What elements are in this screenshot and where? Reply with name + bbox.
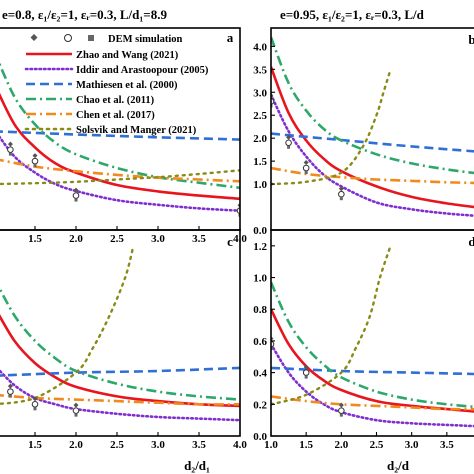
panel-a: 1.5 2.0 2.5 3.0 3.5 4.0ae=0.8, ε₁/ε₂=1, εᵣ=0.… <box>0 7 247 245</box>
series-a-1 <box>0 92 240 201</box>
legend-dem-markers <box>30 34 94 42</box>
y-tick-label: 1.0 <box>253 179 267 191</box>
dem-point <box>302 160 310 175</box>
y-tick-label: 1.2 <box>253 241 267 253</box>
dem-point <box>31 153 39 168</box>
axes-frame-b <box>270 27 474 231</box>
series-b-2 <box>271 93 474 217</box>
x-tick-label: 3.5 <box>192 233 206 245</box>
y-tick-label: 2.0 <box>253 133 267 145</box>
series-b-4 <box>271 36 474 175</box>
y-tick-label: 0.0 <box>253 225 267 237</box>
x-tick-label: 3.5 <box>440 439 454 451</box>
series-d-5 <box>271 395 474 411</box>
panel-label-d: d <box>468 234 474 249</box>
series-c-4 <box>0 286 240 401</box>
legend-label: Chao et al. (2011) <box>76 95 155 106</box>
series-d-4 <box>271 281 474 409</box>
legend-entry: Mathiesen et al. (2000) <box>26 80 178 91</box>
legend-label: Zhao and Wang (2021) <box>76 50 179 61</box>
x-tick-label: 2.5 <box>110 233 124 245</box>
y-tick-label: 0.8 <box>253 304 267 316</box>
x-axis-label-d: d₂/d <box>387 458 410 473</box>
legend-entry: Chao et al. (2011) <box>26 95 155 106</box>
x-tick-label: 3.5 <box>192 439 206 451</box>
panel-d: 1.0 1.5 2.0 2.5 3.0 3.5 0.0 0.2 0.4 0.6 0.8 1.0 1.2 d… <box>253 229 474 473</box>
panel-c: 1.5 2.0 2.5 3.0 3.5 4.0 c d₂/d₁ <box>0 229 247 473</box>
series-c-1 <box>0 314 240 408</box>
panel-label-c: c <box>227 234 233 249</box>
x-tick-label: 1.5 <box>299 439 313 451</box>
y-tick-label: 2.5 <box>253 110 267 122</box>
x-axis-label-c: d₂/d₁ <box>184 458 210 473</box>
dem-point <box>72 187 80 202</box>
dem-point <box>338 402 345 417</box>
legend-label: Mathiesen et al. (2000) <box>76 80 178 91</box>
legend-dem-label: DEM simulation <box>108 34 183 45</box>
y-tick-label: 0.4 <box>253 368 267 380</box>
x-tick-label: 4.0 <box>233 439 247 451</box>
legend-entry: Solsvik and Manger (2021) <box>24 125 197 136</box>
y-tick-label: 0.6 <box>253 336 267 348</box>
dem-point <box>302 364 310 379</box>
y-tick-label: 3.5 <box>253 64 267 76</box>
x-tick-label: 1.0 <box>264 439 278 451</box>
dem-point <box>7 383 14 398</box>
x-tick-label: 2.5 <box>370 439 384 451</box>
series-a-3 <box>0 130 240 141</box>
dem-point <box>31 396 39 411</box>
dem-point <box>285 134 292 149</box>
panel-title-a: e=0.8, ε₁/ε₂=1, εᵣ=0.3, L/d₁=8.9 <box>2 7 167 22</box>
plot-area-b <box>271 36 474 217</box>
y-tick-label: 0.0 <box>253 431 267 443</box>
x-tick-label: 2.5 <box>110 439 124 451</box>
legend-label: Solsvik and Manger (2021) <box>76 125 197 136</box>
series-d-6 <box>271 244 392 406</box>
legend-entry: Chen et al. (2017) <box>26 110 155 121</box>
y-tick-label: 4.0 <box>253 41 267 53</box>
dem-point <box>72 402 80 417</box>
x-tick-label: 3.0 <box>151 233 165 245</box>
series-c-3 <box>0 366 240 377</box>
plot-area-d <box>271 244 474 428</box>
x-tick-label: 1.5 <box>28 233 42 245</box>
panel-label-a: a <box>227 30 234 45</box>
dem-point <box>7 141 14 156</box>
x-tick-label: 1.5 <box>28 439 42 451</box>
series-d-2 <box>271 342 474 428</box>
panel-b: 0.0 1.0 1.5 2.0 2.5 3.0 3.5 4.0 b e=0.95, ε₁/ε₂=1… <box>253 7 474 237</box>
legend: DEM simulation Zhao and Wang (2021) Iddir … <box>24 34 209 136</box>
panel-title-b: e=0.95, ε₁/ε₂=1, εᵣ=0.3, L/d <box>280 7 425 22</box>
y-tick-label: 3.0 <box>253 87 267 99</box>
series-b-1 <box>271 66 474 209</box>
legend-label: Chen et al. (2017) <box>76 110 155 121</box>
series-d-1 <box>271 308 474 413</box>
x-tick-label: 2.0 <box>334 439 348 451</box>
series-a-6 <box>0 169 240 186</box>
dem-point <box>338 186 345 201</box>
panel-label-b: b <box>468 32 474 47</box>
legend-entry: Iddir and Arastoopour (2005) <box>24 65 209 76</box>
y-tick-label: 0.2 <box>253 399 267 411</box>
plot-area-c <box>0 244 240 422</box>
x-tick-label: 2.0 <box>69 439 83 451</box>
series-b-6 <box>271 68 392 186</box>
series-b-3 <box>271 132 474 153</box>
y-tick-label: 1.5 <box>253 156 267 168</box>
legend-entry: Zhao and Wang (2021) <box>26 50 179 61</box>
y-tick-label: 1.0 <box>253 273 267 285</box>
series-d-3 <box>271 366 474 376</box>
series-a-4 <box>0 61 240 190</box>
series-b-5 <box>271 166 474 185</box>
x-tick-label: 2.0 <box>69 233 83 245</box>
x-tick-label: 3.0 <box>151 439 165 451</box>
legend-label: Iddir and Arastoopour (2005) <box>76 65 209 76</box>
x-tick-label: 3.0 <box>405 439 419 451</box>
